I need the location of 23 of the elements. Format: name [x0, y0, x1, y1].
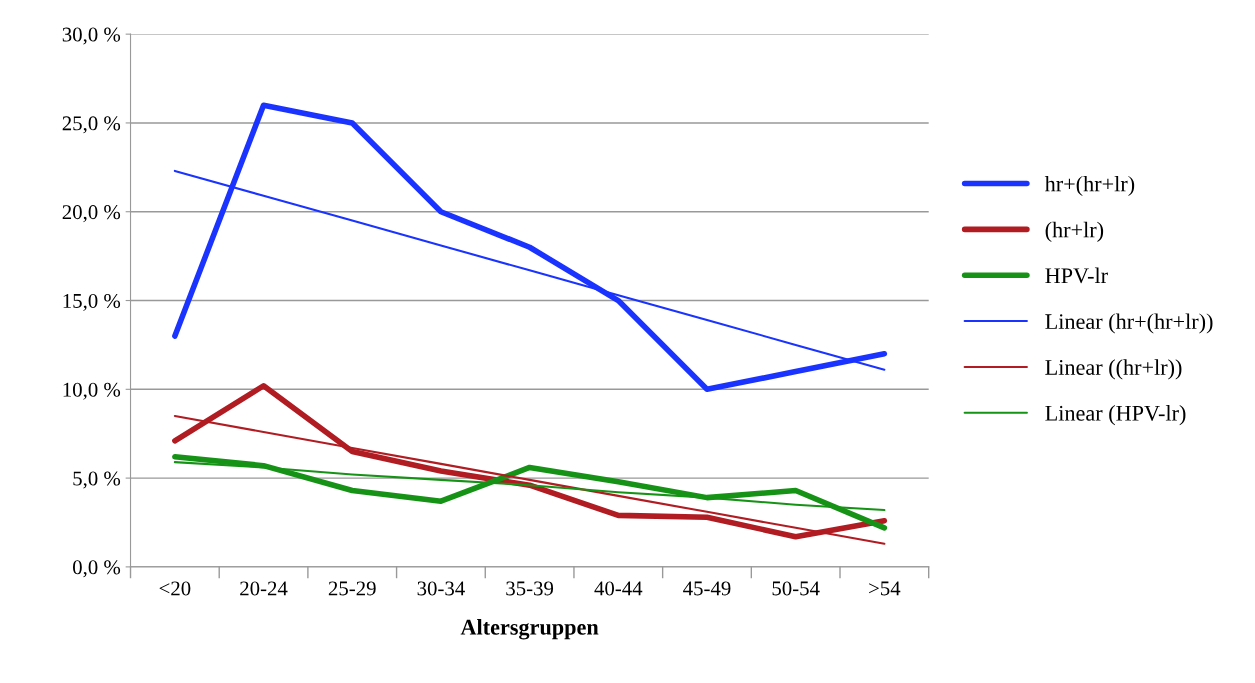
legend-label: (hr+lr)	[1045, 221, 1104, 242]
x-tick-label: <20	[159, 581, 191, 596]
legend-label: Linear ((hr+lr))	[1045, 359, 1182, 380]
x-axis-title: Altersgruppen	[460, 619, 599, 640]
x-tick-label: 25-29	[328, 581, 376, 596]
y-tick-label: 30,0 %	[62, 27, 121, 45]
y-tick-label: 15,0 %	[63, 293, 121, 311]
legend-label: Linear (hr+(hr+lr))	[1045, 313, 1213, 334]
y-tick-label: 20,0 %	[62, 205, 121, 223]
y-tick-label: 0,0 %	[72, 560, 121, 578]
legend-label: hr+(hr+lr)	[1044, 175, 1135, 197]
x-tick-label: 35-39	[506, 581, 554, 596]
y-tick-label: 10,0 %	[63, 382, 121, 400]
x-tick-label: 40-44	[594, 581, 643, 596]
x-tick-label: 50-54	[772, 581, 820, 596]
x-tick-label: 45-49	[683, 581, 731, 596]
x-tick-label: >54	[869, 581, 901, 596]
x-tick-label: 20-24	[240, 581, 288, 596]
legend-label: HPV-lr	[1045, 267, 1108, 284]
x-tick-label: 30-34	[417, 581, 465, 596]
legend-label: Linear (HPV-lr)	[1045, 405, 1186, 426]
y-tick-label: 25,0 %	[62, 116, 121, 134]
y-tick-label: 5,0 %	[73, 471, 121, 489]
